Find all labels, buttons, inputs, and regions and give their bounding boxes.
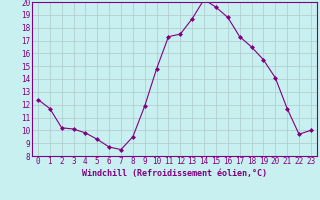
X-axis label: Windchill (Refroidissement éolien,°C): Windchill (Refroidissement éolien,°C) — [82, 169, 267, 178]
